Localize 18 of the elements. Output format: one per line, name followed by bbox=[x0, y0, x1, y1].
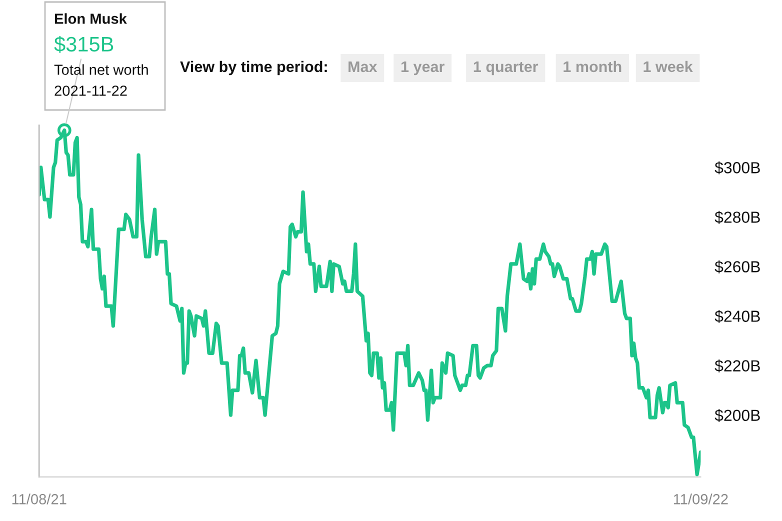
text: Max bbox=[348, 61, 378, 72]
x-tick-label: 11/09/22 bbox=[674, 494, 728, 504]
text: View by time period: bbox=[180, 60, 327, 76]
annotation: $315B bbox=[54, 36, 114, 53]
y-tick-label: $260B bbox=[714, 260, 760, 274]
text: Total net worth bbox=[54, 64, 148, 75]
text: 1 week bbox=[644, 60, 693, 72]
text: 1 quarter bbox=[474, 61, 538, 76]
y-tick-label: $280B bbox=[714, 210, 760, 224]
y-tick-label: $220B bbox=[714, 359, 760, 372]
y-tick-label: $300B bbox=[714, 161, 760, 174]
x-tick-label: 11/08/21 bbox=[12, 494, 66, 504]
y-tick-label: $240B bbox=[714, 310, 760, 323]
text: 2021-11-22 bbox=[54, 86, 127, 96]
text: Elon Musk bbox=[54, 13, 127, 24]
text: 1 year bbox=[401, 61, 444, 76]
y-tick-label: $200B bbox=[714, 409, 760, 422]
text: 1 month bbox=[564, 60, 622, 72]
